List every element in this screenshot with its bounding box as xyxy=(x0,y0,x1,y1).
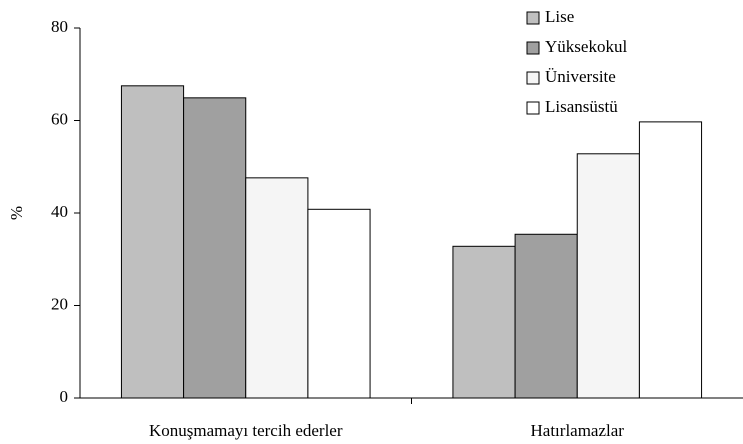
x-tick-label: Hatırlamazlar xyxy=(531,421,625,440)
bar xyxy=(576,153,640,399)
legend-label: Yüksekokul xyxy=(545,37,627,56)
y-axis-label: % xyxy=(7,206,26,220)
x-tick-label: Konuşmamayı tercih ederler xyxy=(149,421,343,440)
legend-label: Üniversite xyxy=(545,67,616,86)
legend-swatch xyxy=(526,101,540,115)
bar xyxy=(452,245,516,399)
y-tick-label: 40 xyxy=(51,202,68,221)
bar xyxy=(120,85,185,399)
bar xyxy=(245,177,309,399)
y-tick-label: 80 xyxy=(51,17,68,36)
legend-label: Lisansüstü xyxy=(545,97,618,116)
y-tick-label: 0 xyxy=(60,387,69,406)
bar xyxy=(307,208,371,399)
legend-swatch xyxy=(526,11,540,25)
bar xyxy=(638,121,703,399)
legend-swatch xyxy=(526,71,540,85)
bar xyxy=(514,233,578,399)
bar xyxy=(183,97,247,399)
y-tick-label: 20 xyxy=(51,294,68,313)
legend-swatch xyxy=(526,41,540,55)
y-tick-label: 60 xyxy=(51,109,68,128)
legend-label: Lise xyxy=(545,7,574,26)
